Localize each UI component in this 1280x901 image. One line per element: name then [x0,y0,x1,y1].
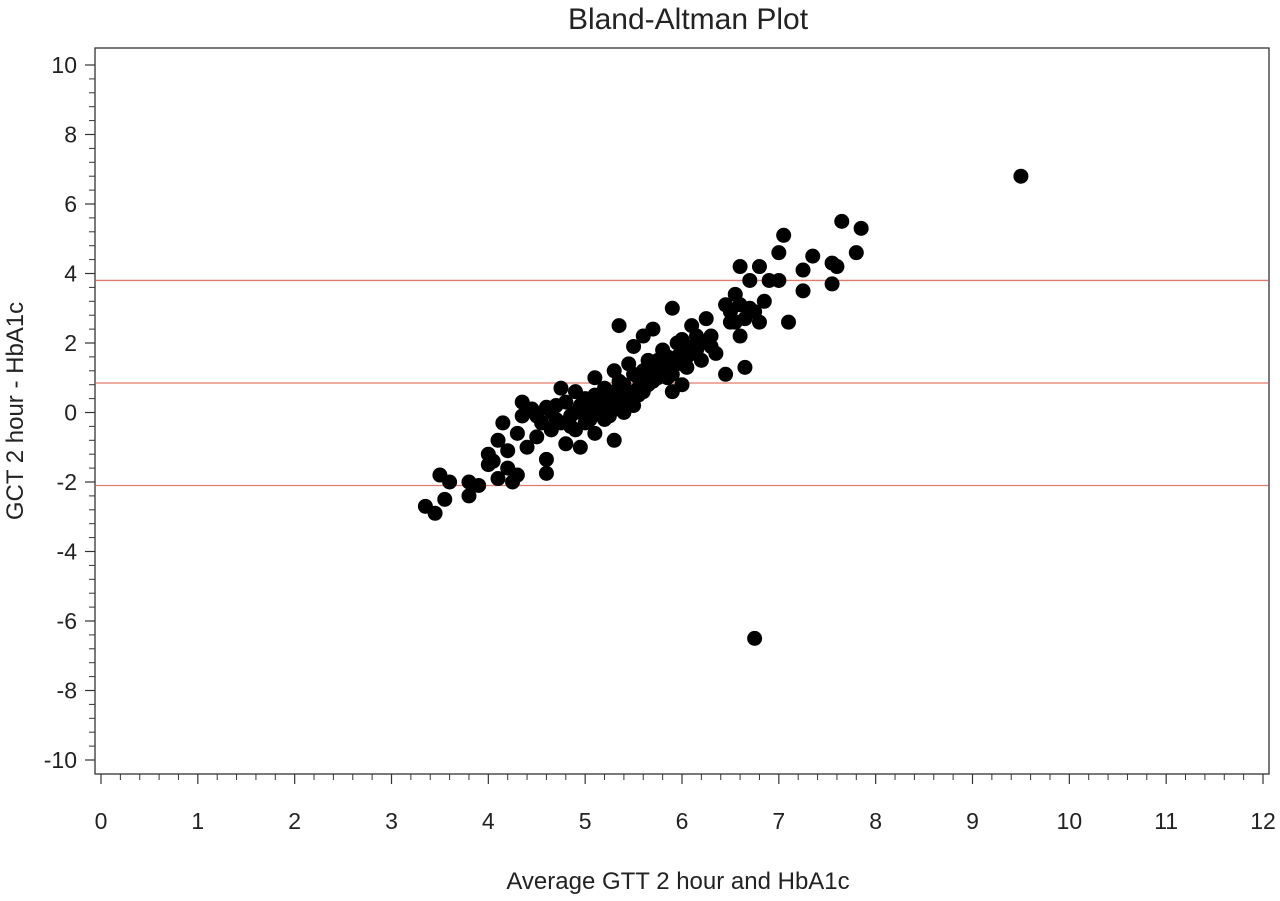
y-tick-label: -6 [57,608,77,634]
y-tick-label: -4 [57,539,78,565]
data-point [834,213,850,229]
data-point [771,245,787,261]
data-point [674,377,690,393]
data-point [626,338,642,354]
x-tick-label: 4 [482,808,495,834]
data-point [572,439,588,455]
data-point [553,380,569,396]
data-point [606,432,622,448]
x-tick-label: 9 [966,808,979,834]
plot-frame [94,47,1270,775]
x-tick-label: 8 [869,808,882,834]
data-point [776,227,792,243]
data-point [587,370,603,386]
data-point [732,297,748,313]
data-point [509,425,525,441]
data-point [640,370,656,386]
data-point [587,425,603,441]
data-point [756,293,772,309]
y-tick-label: 2 [64,330,77,356]
x-tick-label: 1 [191,808,204,834]
data-point [538,451,554,467]
data-point [751,314,767,330]
data-point [553,415,569,431]
data-point [529,408,545,424]
data-point [747,630,763,646]
data-point [500,443,516,459]
data-point [645,321,661,337]
data-point [718,366,734,382]
data-point [587,387,603,403]
x-tick-label: 0 [95,808,108,834]
x-tick-label: 2 [288,808,301,834]
data-point [567,422,583,438]
y-tick-label: -8 [57,678,77,704]
x-tick-label: 11 [1154,808,1178,834]
data-point [606,401,622,417]
y-tick-label: -2 [57,469,77,495]
data-point [490,432,506,448]
x-tick-label: 10 [1057,808,1083,834]
data-point [664,300,680,316]
scatter-points [417,168,1029,646]
data-point [519,439,535,455]
data-point [582,411,598,427]
y-tick-label: 4 [64,261,77,287]
y-tick-label: 6 [64,191,77,217]
data-point [795,283,811,299]
data-point [824,276,840,292]
data-point [781,314,797,330]
data-point [558,436,574,452]
x-tick-label: 3 [385,808,398,834]
data-point [829,259,845,275]
data-point [611,318,627,334]
y-axis-label: GCT 2 hour - HbA1c [2,302,29,520]
y-tick-label: 10 [51,52,77,78]
data-point [737,359,753,375]
x-tick-label: 6 [676,808,689,834]
data-point [771,272,787,288]
data-point [611,373,627,389]
data-point [427,505,443,521]
x-tick-label: 7 [772,808,785,834]
data-point [485,453,501,469]
data-point [461,488,477,504]
x-tick-label: 12 [1250,808,1276,834]
x-tick-label: 5 [579,808,592,834]
data-point [543,405,559,420]
data-point [737,311,753,327]
data-point [1013,168,1029,184]
data-point [442,474,458,490]
y-tick-label: 8 [64,122,77,148]
data-point [529,429,545,445]
data-point [495,415,511,431]
x-axis-ticks: 0 1 2 3 4 5 6 7 8 9 10 11 12 [95,774,1276,834]
data-point [650,352,666,368]
data-point [572,398,588,414]
data-point [490,471,506,487]
y-tick-label: -10 [44,747,77,773]
y-tick-label: 0 [64,400,77,426]
x-axis-label: Average GTT 2 hour and HbA1c [506,868,849,895]
data-point [616,387,632,403]
data-point [732,259,748,275]
chart-title: Bland-Altman Plot [568,3,809,36]
data-point [471,477,487,493]
data-point [795,262,811,278]
data-point [698,311,714,327]
data-point [538,465,554,481]
data-point [679,349,695,365]
data-point [630,387,646,403]
data-point [437,491,453,507]
data-point [848,245,864,261]
data-point [742,272,758,288]
data-point [732,328,748,344]
y-axis-ticks: 10 8 6 4 2 0 -2 -4 -6 -8 -10 [44,52,95,773]
data-point [805,248,821,264]
data-point [853,220,869,236]
data-point [751,259,767,275]
data-point [509,467,525,483]
data-point [703,338,719,354]
